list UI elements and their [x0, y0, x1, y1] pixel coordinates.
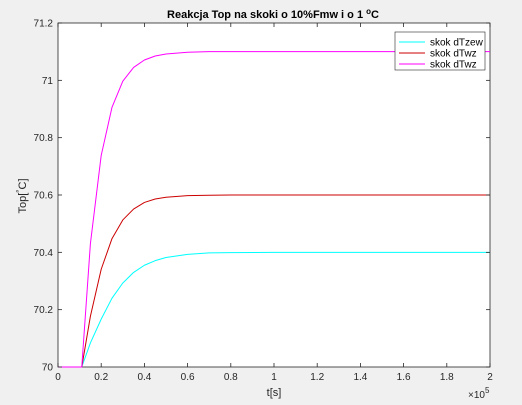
- x-tick-label: 0: [55, 372, 61, 383]
- y-tick-label: 71: [42, 76, 54, 87]
- y-axis-degree-sup: °: [15, 190, 24, 193]
- legend-label-0: skok dTzew: [430, 38, 484, 49]
- x-tick-label: 1: [271, 372, 277, 383]
- y-tick-label: 70.8: [34, 133, 54, 144]
- y-tick-label: 70.6: [34, 191, 54, 202]
- title-degree-sup: o: [366, 7, 371, 16]
- legend-label-1: skok dTwz: [430, 49, 477, 60]
- legend-label-2: skok dTwz: [430, 60, 477, 71]
- title-unit: C: [371, 9, 379, 21]
- y-tick-label: 70: [42, 363, 54, 374]
- x-tick-label: 0.2: [94, 372, 108, 383]
- x-tick-label: 1.6: [397, 372, 411, 383]
- x-axis-label: t[s]: [267, 387, 282, 399]
- series-line-1: [58, 194, 490, 368]
- x-tick-label: 0.4: [137, 372, 151, 383]
- series-line-0: [58, 251, 490, 368]
- x-tick-label: 1.2: [310, 372, 324, 383]
- x-tick-label: 0.6: [181, 372, 195, 383]
- x-axis-exponent-power: 5: [485, 386, 490, 395]
- y-axis-label: Top[°C]: [15, 179, 29, 214]
- x-tick-label: 1.4: [353, 372, 367, 383]
- x-axis-exponent: ×105: [468, 386, 490, 401]
- y-tick-label: 71.2: [34, 19, 54, 30]
- x-tick-label: 2: [487, 372, 493, 383]
- y-axis-unit: C]: [17, 179, 29, 190]
- chart-title: Reakcja Top na skoki o 10%Fmw i o 1 oC: [167, 7, 379, 21]
- y-tick-label: 70.2: [34, 305, 54, 316]
- x-tick-label: 1.8: [440, 372, 454, 383]
- series-layer: [58, 51, 490, 368]
- x-tick-label: 0.8: [224, 372, 238, 383]
- ticks-layer: 0 0.2 0.4 0.6 0.8 1 1.2 1.4 1.6 1.8 2 70 70.2 70.4 70.…: [34, 19, 494, 384]
- series-line-2: [58, 51, 490, 368]
- y-tick-label: 70.4: [34, 248, 54, 259]
